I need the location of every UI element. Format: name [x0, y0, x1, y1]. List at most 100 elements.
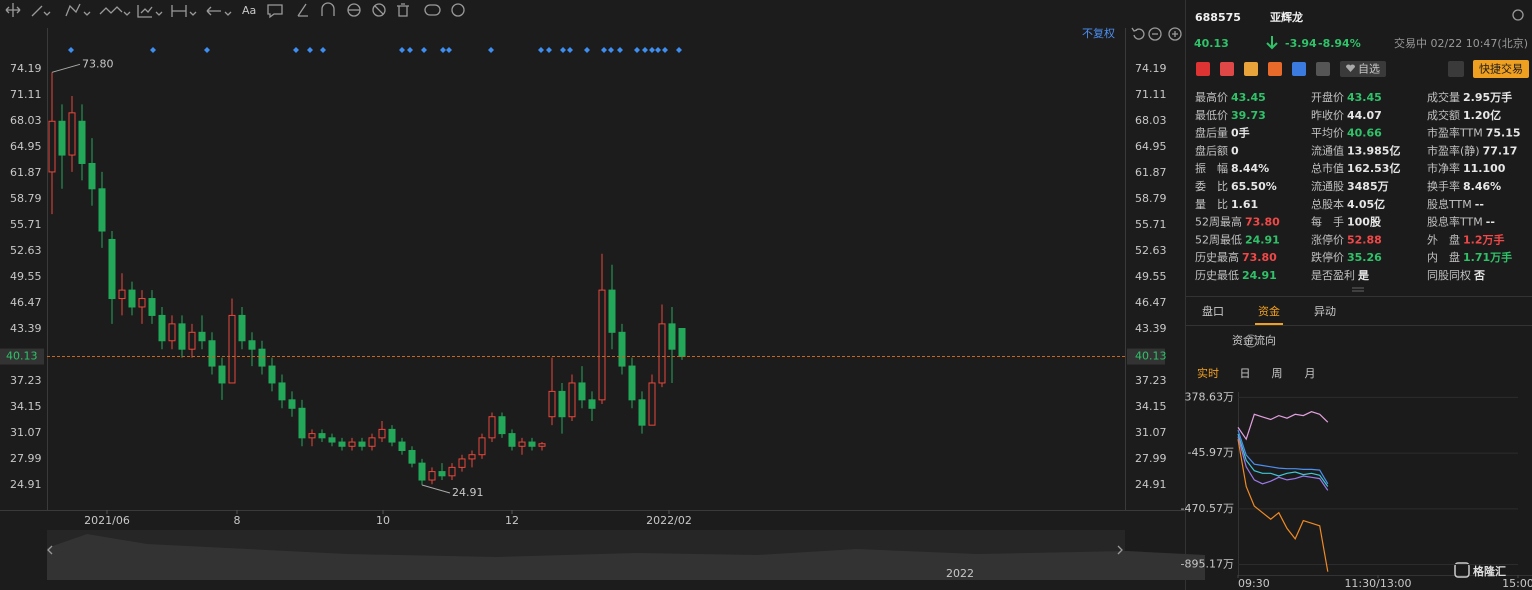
candle-body — [258, 348, 266, 367]
y-tick-label: 55.71 — [10, 218, 42, 231]
wave-tool[interactable] — [99, 6, 131, 16]
y-tick-label-right: 58.79 — [1135, 192, 1167, 205]
candle-body — [268, 365, 276, 384]
panel-tab[interactable]: 资金 — [1258, 304, 1280, 318]
period-tab[interactable]: 日 — [1240, 367, 1251, 380]
stat-label: 委 比 — [1195, 180, 1228, 193]
candle-body — [88, 162, 96, 190]
stat: 换手率 8.46% — [1427, 179, 1501, 193]
flag-icon[interactable] — [1196, 62, 1210, 76]
stat-value: 162.53亿 — [1347, 161, 1400, 175]
y-tick-label: 58.79 — [10, 192, 42, 205]
zoom-out-button[interactable] — [1148, 27, 1162, 41]
candle-body — [358, 441, 366, 447]
y-tick-label: 27.99 — [10, 452, 42, 465]
candle-body — [238, 314, 246, 342]
undo-tool[interactable] — [206, 6, 232, 16]
zoom-in-button[interactable] — [1168, 27, 1182, 41]
stat-value: 40.66 — [1347, 127, 1382, 140]
stat-label: 开盘价 — [1311, 90, 1344, 104]
event-marker — [655, 47, 661, 53]
event-marker — [546, 47, 552, 53]
stat: 振 幅 8.44% — [1195, 161, 1269, 175]
stat: 跌停价 35.26 — [1311, 250, 1382, 264]
tag-icon[interactable] — [1292, 62, 1306, 76]
last-price-box — [0, 348, 44, 365]
event-marker — [399, 47, 405, 53]
stat-value: 0 — [1231, 144, 1239, 157]
last-price-label: 40.13 — [1135, 350, 1167, 363]
panel-tab[interactable]: 异动 — [1314, 305, 1336, 318]
settings-tool[interactable] — [451, 3, 465, 17]
stat-label: 历史最高 — [1195, 250, 1239, 264]
stat-value: 4.05亿 — [1347, 197, 1385, 211]
line-tool[interactable] — [31, 5, 51, 17]
period-tab[interactable]: 实时 — [1197, 366, 1219, 380]
candle-body — [588, 399, 596, 409]
candle-body — [338, 441, 346, 447]
event-marker — [68, 47, 74, 53]
y-tick-label-right: 37.23 — [1135, 374, 1167, 387]
stat: 成交量 2.95万手 — [1427, 90, 1512, 104]
y-tick-label: 52.63 — [10, 244, 42, 257]
navigator-handles[interactable] — [47, 545, 1123, 555]
last-price-label: 40.13 — [6, 350, 38, 363]
stat-label: 股息率TTM — [1427, 215, 1483, 229]
candle-body — [528, 441, 536, 447]
event-marker — [204, 47, 210, 53]
doc-icon[interactable] — [1316, 62, 1330, 76]
delete-tool[interactable] — [397, 3, 409, 17]
fund-icon[interactable] — [1244, 62, 1258, 76]
stat-value: 24.91 — [1242, 269, 1277, 282]
note-tool[interactable] — [267, 4, 283, 19]
chart-icon[interactable] — [1268, 62, 1282, 76]
flow-line — [1237, 433, 1329, 487]
stat-label: 流通值 — [1311, 143, 1344, 157]
reset-button[interactable] — [1131, 27, 1145, 40]
stat-value: 52.88 — [1347, 233, 1382, 246]
event-marker — [307, 47, 313, 53]
stat-value: 100股 — [1347, 216, 1382, 229]
candle-body — [278, 382, 286, 401]
alert-button[interactable] — [1448, 61, 1464, 77]
y-tick-label: 68.03 — [10, 114, 42, 127]
stat-label: 涨停价 — [1311, 232, 1344, 246]
flow-y-tick-label: -895.17万 — [1181, 558, 1234, 571]
angle-tool[interactable] — [297, 3, 308, 17]
candle-body — [638, 399, 646, 426]
help-icon[interactable] — [1244, 334, 1258, 348]
toggle-tool[interactable] — [424, 4, 441, 16]
candle-body — [438, 471, 446, 477]
event-marker — [567, 47, 573, 53]
period-tab[interactable]: 月 — [1305, 367, 1316, 380]
stat-label: 盘后额 — [1195, 143, 1228, 157]
pattern-tool[interactable] — [65, 3, 91, 17]
stat-value: 8.46% — [1463, 180, 1501, 193]
stat-value: 73.80 — [1245, 216, 1280, 229]
stat: 同股同权否 — [1427, 269, 1485, 282]
stat-label: 52周最高 — [1195, 215, 1242, 229]
stat-label: 同股同权 — [1427, 269, 1471, 282]
trade-button[interactable] — [1473, 60, 1529, 78]
toolbar[interactable]: Aa — [5, 2, 465, 19]
candle-body — [398, 441, 406, 451]
move-tool[interactable] — [5, 3, 21, 17]
hide-tool[interactable] — [372, 3, 386, 17]
panel-settings[interactable] — [1512, 9, 1524, 21]
magnet-tool[interactable] — [321, 2, 335, 16]
adjustment-toggle[interactable]: 不复权 — [1082, 26, 1115, 40]
stat: 内 盘 1.71万手 — [1427, 250, 1512, 264]
watch-label[interactable]: 自选 — [1358, 63, 1380, 76]
candle-body — [468, 454, 476, 460]
text-tool[interactable]: Aa — [242, 4, 256, 17]
lightning-icon[interactable] — [1220, 62, 1234, 76]
panel-tab[interactable]: 盘口 — [1202, 304, 1224, 318]
trade-label[interactable]: 快捷交易 — [1479, 62, 1523, 76]
range-tool[interactable] — [171, 5, 197, 17]
candle-body — [578, 382, 586, 401]
measure-tool[interactable] — [137, 5, 163, 18]
period-tab[interactable]: 周 — [1272, 367, 1283, 380]
y-tick-label: 64.95 — [10, 140, 42, 153]
resize-handle[interactable] — [1352, 287, 1364, 292]
candle-body — [288, 399, 296, 409]
